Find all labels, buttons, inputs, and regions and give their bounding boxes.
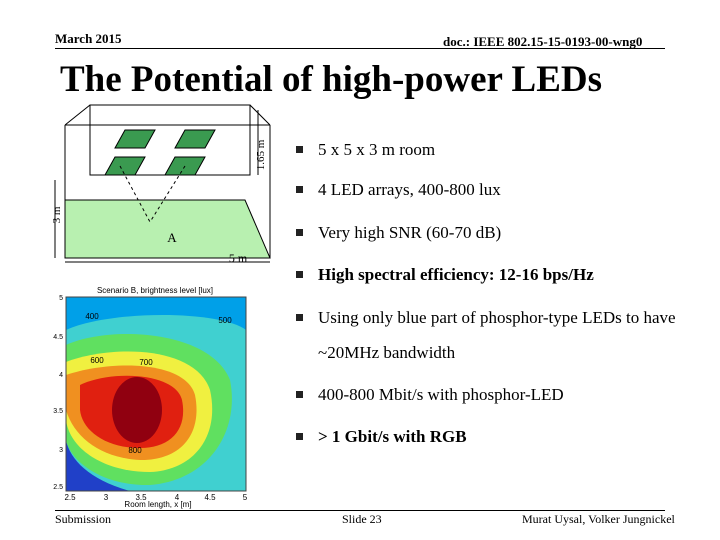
x-tick-label: 3: [104, 493, 109, 502]
ceiling-back: [89, 104, 251, 176]
contour-label: 800: [128, 446, 142, 455]
led: [114, 129, 156, 149]
bullet-text: Using only blue part of phosphor-type LE…: [318, 308, 676, 362]
bullet-marker: [296, 146, 303, 153]
bullet-text: 5 x 5 x 3 m room: [318, 140, 436, 159]
bullet-marker: [296, 391, 303, 398]
y-tick-label: 4.5: [53, 334, 63, 341]
footer-rule: [55, 510, 665, 511]
bullet: High spectral efficiency: 12-16 bps/Hz: [296, 257, 706, 292]
slide-title: The Potential of high-power LEDs: [60, 59, 603, 100]
y-tick-label: 3.5: [53, 408, 63, 415]
ray: [119, 165, 151, 223]
plot-frame: [65, 296, 247, 492]
footer-right: Murat Uysal, Volker Jungnickel: [522, 512, 675, 526]
contour-label: 700: [139, 358, 153, 367]
x-tick-label: 4: [175, 493, 180, 502]
bullet: > 1 Gbit/s with RGB: [296, 419, 706, 454]
plot-title: Scenario B, brightness level [lux]: [97, 286, 213, 295]
point-label: A: [167, 230, 177, 245]
bullet-marker: [296, 271, 303, 278]
bullet-marker: [296, 433, 303, 440]
header-doc: doc.: IEEE 802.15-15-0193-00-wng0: [443, 34, 643, 49]
x-axis-label: Room length, x [m]: [124, 500, 191, 509]
y-tick-label: 3: [59, 447, 63, 454]
bullet-text: 400-800 Mbit/s with phosphor-LED: [318, 385, 564, 404]
x-tick-label: 2.5: [64, 493, 76, 502]
bullet-marker: [296, 186, 303, 193]
y-tick-label: 5: [59, 295, 63, 302]
footer-left: Submission: [55, 512, 112, 526]
led: [174, 129, 216, 149]
length-label: 5 m: [229, 251, 248, 265]
contour-label: 400: [85, 312, 99, 321]
contour-peak: [112, 377, 162, 443]
led: [104, 156, 146, 176]
bullet-text: > 1 Gbit/s with RGB: [318, 427, 467, 446]
y-tick-label: 4: [59, 372, 63, 379]
contour-label: 600: [90, 356, 104, 365]
bullet-marker: [296, 229, 303, 236]
header-rule: [55, 48, 665, 49]
edge: [64, 104, 91, 126]
bullet: 400-800 Mbit/s with phosphor-LED: [296, 377, 706, 412]
bullet: 5 x 5 x 3 m room: [296, 132, 706, 167]
x-tick-label: 5: [243, 493, 248, 502]
bullet-text: Very high SNR (60-70 dB): [318, 223, 502, 242]
height-label: 1.65 m: [255, 139, 267, 170]
bullet-text: High spectral efficiency: 12-16 bps/Hz: [318, 265, 594, 284]
edge: [249, 104, 271, 126]
bullet: Using only blue part of phosphor-type LE…: [296, 300, 706, 370]
header-date: March 2015: [55, 31, 122, 46]
x-tick-label: 4.5: [204, 493, 216, 502]
wall-label: 3 m: [51, 206, 63, 223]
bullet-marker: [296, 314, 303, 321]
bullet: Very high SNR (60-70 dB): [296, 215, 706, 250]
y-tick-label: 2.5: [53, 484, 63, 491]
contour-label: 500: [218, 316, 232, 325]
bullet: 4 LED arrays, 400-800 lux: [296, 172, 706, 207]
bullet-text: 4 LED arrays, 400-800 lux: [318, 180, 501, 199]
x-tick-label: 3.5: [135, 493, 147, 502]
footer-center: Slide 23: [342, 512, 382, 526]
ray: [149, 165, 186, 223]
floor: [64, 199, 271, 259]
